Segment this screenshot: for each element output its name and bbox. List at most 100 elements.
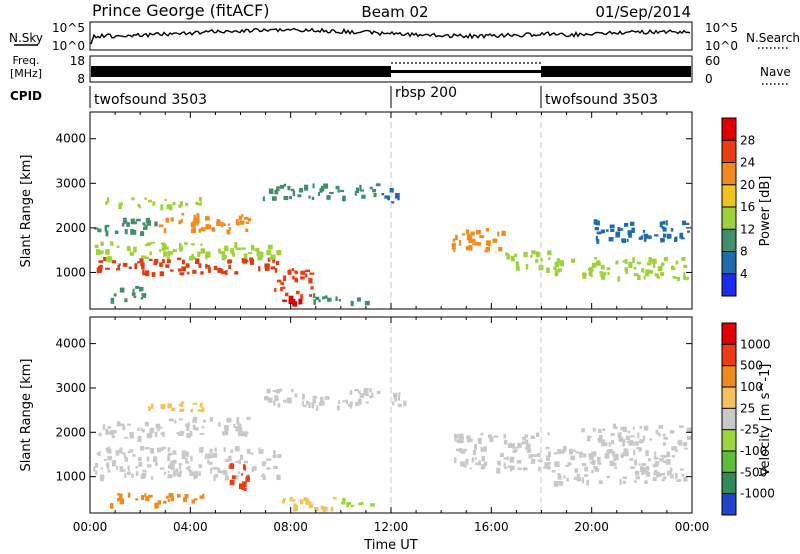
vel-data-band-11-cell xyxy=(679,468,684,471)
power-data-band-10-cell xyxy=(458,239,461,246)
vel-data-band-11-cell xyxy=(563,445,567,452)
vel-data-band-8-cell xyxy=(267,397,273,403)
vel-data-band-11-cell xyxy=(613,455,617,462)
power-data-band-0-cell xyxy=(241,258,247,263)
power-data-band-0-cell xyxy=(166,259,171,264)
power-data-band-1-cell xyxy=(129,251,134,256)
power-data-band-0-cell xyxy=(219,268,224,272)
vel-data-band-11-cell xyxy=(654,451,657,458)
vel-data-band-10-cell xyxy=(504,466,507,469)
power-data-band-8-cell xyxy=(326,195,331,200)
vel-data-band-12-cell xyxy=(639,425,642,429)
power-data-band-13-cell xyxy=(686,222,690,225)
power-data-band-1-cell xyxy=(163,246,169,250)
power-data-band-4-cell xyxy=(168,204,173,211)
power-data-band-12-cell xyxy=(648,257,652,263)
power-data-band-8-cell xyxy=(339,189,345,193)
power-data-band-1-cell xyxy=(247,252,253,255)
vel-data-band-11-cell xyxy=(626,448,629,451)
velocity-colorbar-swatch-0 xyxy=(722,493,736,516)
vel-data-band-0-cell xyxy=(193,473,198,479)
vel-data-band-0-cell xyxy=(224,458,230,462)
power-data-band-3-cell xyxy=(180,218,183,223)
power-data-band-10-cell xyxy=(470,231,475,236)
vel-data-band-2-cell xyxy=(226,417,232,423)
vel-data-band-0-cell xyxy=(142,469,147,473)
vel-data-band-7-cell xyxy=(358,502,362,506)
power-data-band-4-cell xyxy=(131,197,135,201)
power-data-band-6-cell xyxy=(300,270,306,275)
power-data-band-3-cell xyxy=(198,228,201,233)
power-data-band-0-cell xyxy=(249,259,255,265)
power-data-band-0-cell xyxy=(151,272,156,277)
power-data-band-12-cell xyxy=(660,272,664,277)
vel-data-band-12-cell xyxy=(615,426,618,430)
vel-data-band-5-cell xyxy=(109,503,114,509)
power-data-band-8-cell xyxy=(372,188,376,193)
power-data-band-9-cell xyxy=(384,195,388,199)
vel-data-band-10-cell xyxy=(532,454,538,457)
power-colorbar-tick-label-0: 4 xyxy=(740,267,748,281)
power-data-band-8-cell xyxy=(335,185,340,190)
vel-data-band-10-cell xyxy=(547,461,551,465)
power-data-band-12-cell xyxy=(663,256,669,262)
vel-data-band-0-cell xyxy=(214,447,217,452)
power-data-band-0-cell xyxy=(205,265,210,268)
vel-data-band-11-cell xyxy=(675,449,678,452)
vel-data-band-12-cell xyxy=(628,442,632,446)
power-data-band-12-cell xyxy=(553,266,557,271)
vel-data-band-2-cell xyxy=(245,434,248,437)
power-data-band-3-cell xyxy=(240,220,245,225)
power-data-band-12-cell xyxy=(649,269,653,274)
vel-data-band-12-cell xyxy=(608,442,611,447)
vel-data-band-10-cell xyxy=(546,455,550,461)
power-data-band-7-cell xyxy=(357,297,361,302)
vel-data-band-11-cell xyxy=(633,449,636,456)
power-data-band-8-cell xyxy=(312,183,315,189)
time-tick-label-2: 08:00 xyxy=(273,520,308,534)
vel-data-band-11-cell xyxy=(619,478,622,485)
cpid-label: CPID xyxy=(10,89,42,103)
vel-data-band-0-cell xyxy=(234,446,240,452)
vel-data-band-12-cell xyxy=(637,432,640,439)
power-data-band-6-cell xyxy=(305,269,310,273)
vel-data-band-5-cell xyxy=(116,498,122,502)
power-data-band-12-cell xyxy=(643,275,646,280)
vel-data-band-0-cell xyxy=(107,455,112,461)
vel-data-band-1-cell xyxy=(113,430,117,434)
power-data-band-13-cell xyxy=(626,238,629,242)
power-data-band-12-cell xyxy=(592,262,597,268)
vel-data-band-0-cell xyxy=(207,460,210,464)
vel-data-band-10-cell xyxy=(496,467,501,474)
power-data-band-10-cell xyxy=(461,233,466,236)
vel-data-band-11-cell xyxy=(624,451,629,457)
velocity-colorbar-tick-label-7: 1000 xyxy=(740,337,771,351)
velocity-colorbar-swatch-3 xyxy=(722,429,736,452)
vel-data-band-12-cell xyxy=(598,437,601,444)
power-data-band-13-cell xyxy=(643,237,647,242)
power-data-band-10-cell xyxy=(455,234,458,241)
power-data-band-1-cell xyxy=(191,256,196,260)
vel-data-band-0-cell xyxy=(208,461,213,465)
vel-data-band-2-cell xyxy=(246,416,251,421)
vel-data-band-5-cell xyxy=(191,499,195,504)
vel-data-band-11-cell xyxy=(579,453,583,458)
power-data-band-10-cell xyxy=(474,241,479,246)
power-data-band-7-cell xyxy=(313,293,316,298)
power-data-band-0-cell xyxy=(117,264,120,270)
power-data-band-6-cell xyxy=(309,294,313,297)
vel-data-band-6-cell xyxy=(289,497,294,502)
vel-data-band-0-cell xyxy=(250,452,254,455)
power-data-band-3-cell xyxy=(190,222,194,227)
vel-data-band-12-cell xyxy=(601,440,605,447)
power-data-band-0-cell xyxy=(198,263,202,268)
vel-data-band-10-cell xyxy=(488,434,492,439)
power-data-band-3-cell xyxy=(196,221,199,226)
vel-data-band-4-cell xyxy=(239,483,244,490)
vel-data-band-8-cell xyxy=(279,388,283,392)
vel-data-band-12-cell xyxy=(669,430,675,434)
vel-data-band-0-cell xyxy=(252,466,257,471)
power-data-band-11-cell xyxy=(506,254,511,260)
vel-data-band-12-cell xyxy=(679,425,684,428)
vel-data-band-10-cell xyxy=(463,464,467,468)
